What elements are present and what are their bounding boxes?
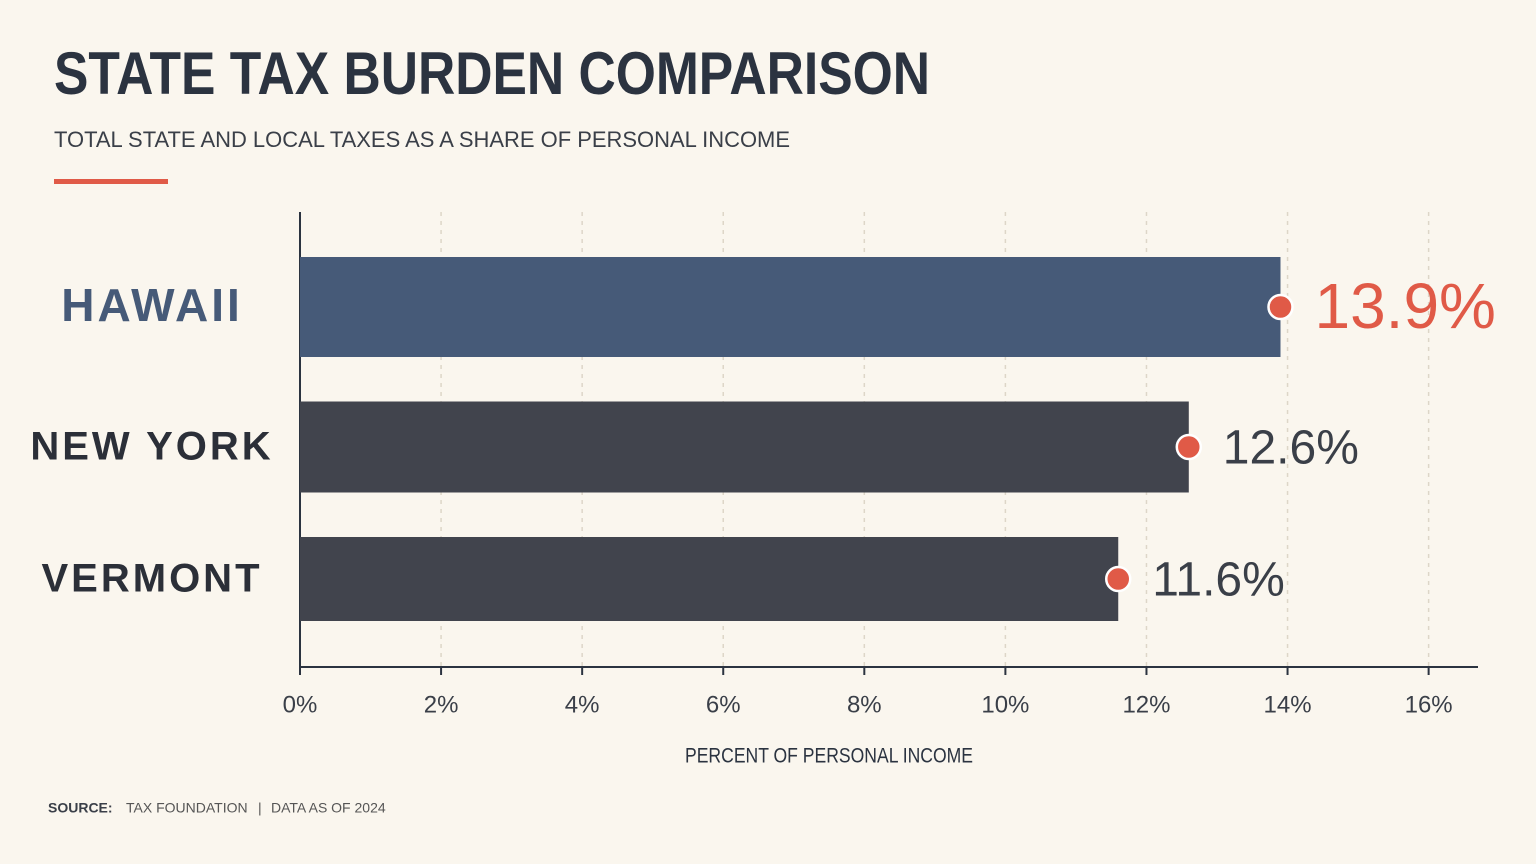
- x-tick-label: 12%: [1122, 691, 1170, 718]
- bar-end-marker: [1267, 293, 1294, 321]
- note: DATA AS OF 2024: [271, 800, 386, 816]
- x-tick-label: 14%: [1264, 691, 1312, 718]
- accent-rule: [54, 179, 168, 184]
- category-label: NEW YORK: [30, 425, 273, 469]
- bar-end-marker: [1175, 433, 1203, 461]
- category-label: VERMONT: [42, 557, 263, 601]
- x-tick-label: 4%: [565, 691, 600, 718]
- source: TAX FOUNDATION: [126, 800, 248, 816]
- x-tick-label: 10%: [981, 691, 1029, 718]
- x-axis-label: PERCENT OF PERSONAL INCOME: [685, 745, 973, 768]
- x-tick-label: 6%: [706, 691, 741, 718]
- category-label: HAWAII: [61, 279, 243, 331]
- x-tick-label: 0%: [283, 691, 318, 718]
- x-tick-label: 8%: [847, 691, 882, 718]
- value-label: 11.6%: [1152, 554, 1285, 607]
- source-label: SOURCE:: [48, 800, 113, 816]
- bar: [300, 401, 1189, 493]
- separator: |: [258, 800, 262, 816]
- value-label: 13.9%: [1314, 270, 1495, 342]
- chart-subtitle: TOTAL STATE AND LOCAL TAXES AS A SHARE O…: [54, 127, 790, 152]
- chart-title: STATE TAX BURDEN COMPARISON: [54, 40, 930, 107]
- x-tick-label: 2%: [424, 691, 459, 718]
- x-tick-label: 16%: [1405, 691, 1453, 718]
- bar: [300, 537, 1119, 621]
- bar-end-marker: [1105, 565, 1132, 593]
- bar: [300, 257, 1281, 357]
- value-label: 12.6%: [1223, 422, 1359, 475]
